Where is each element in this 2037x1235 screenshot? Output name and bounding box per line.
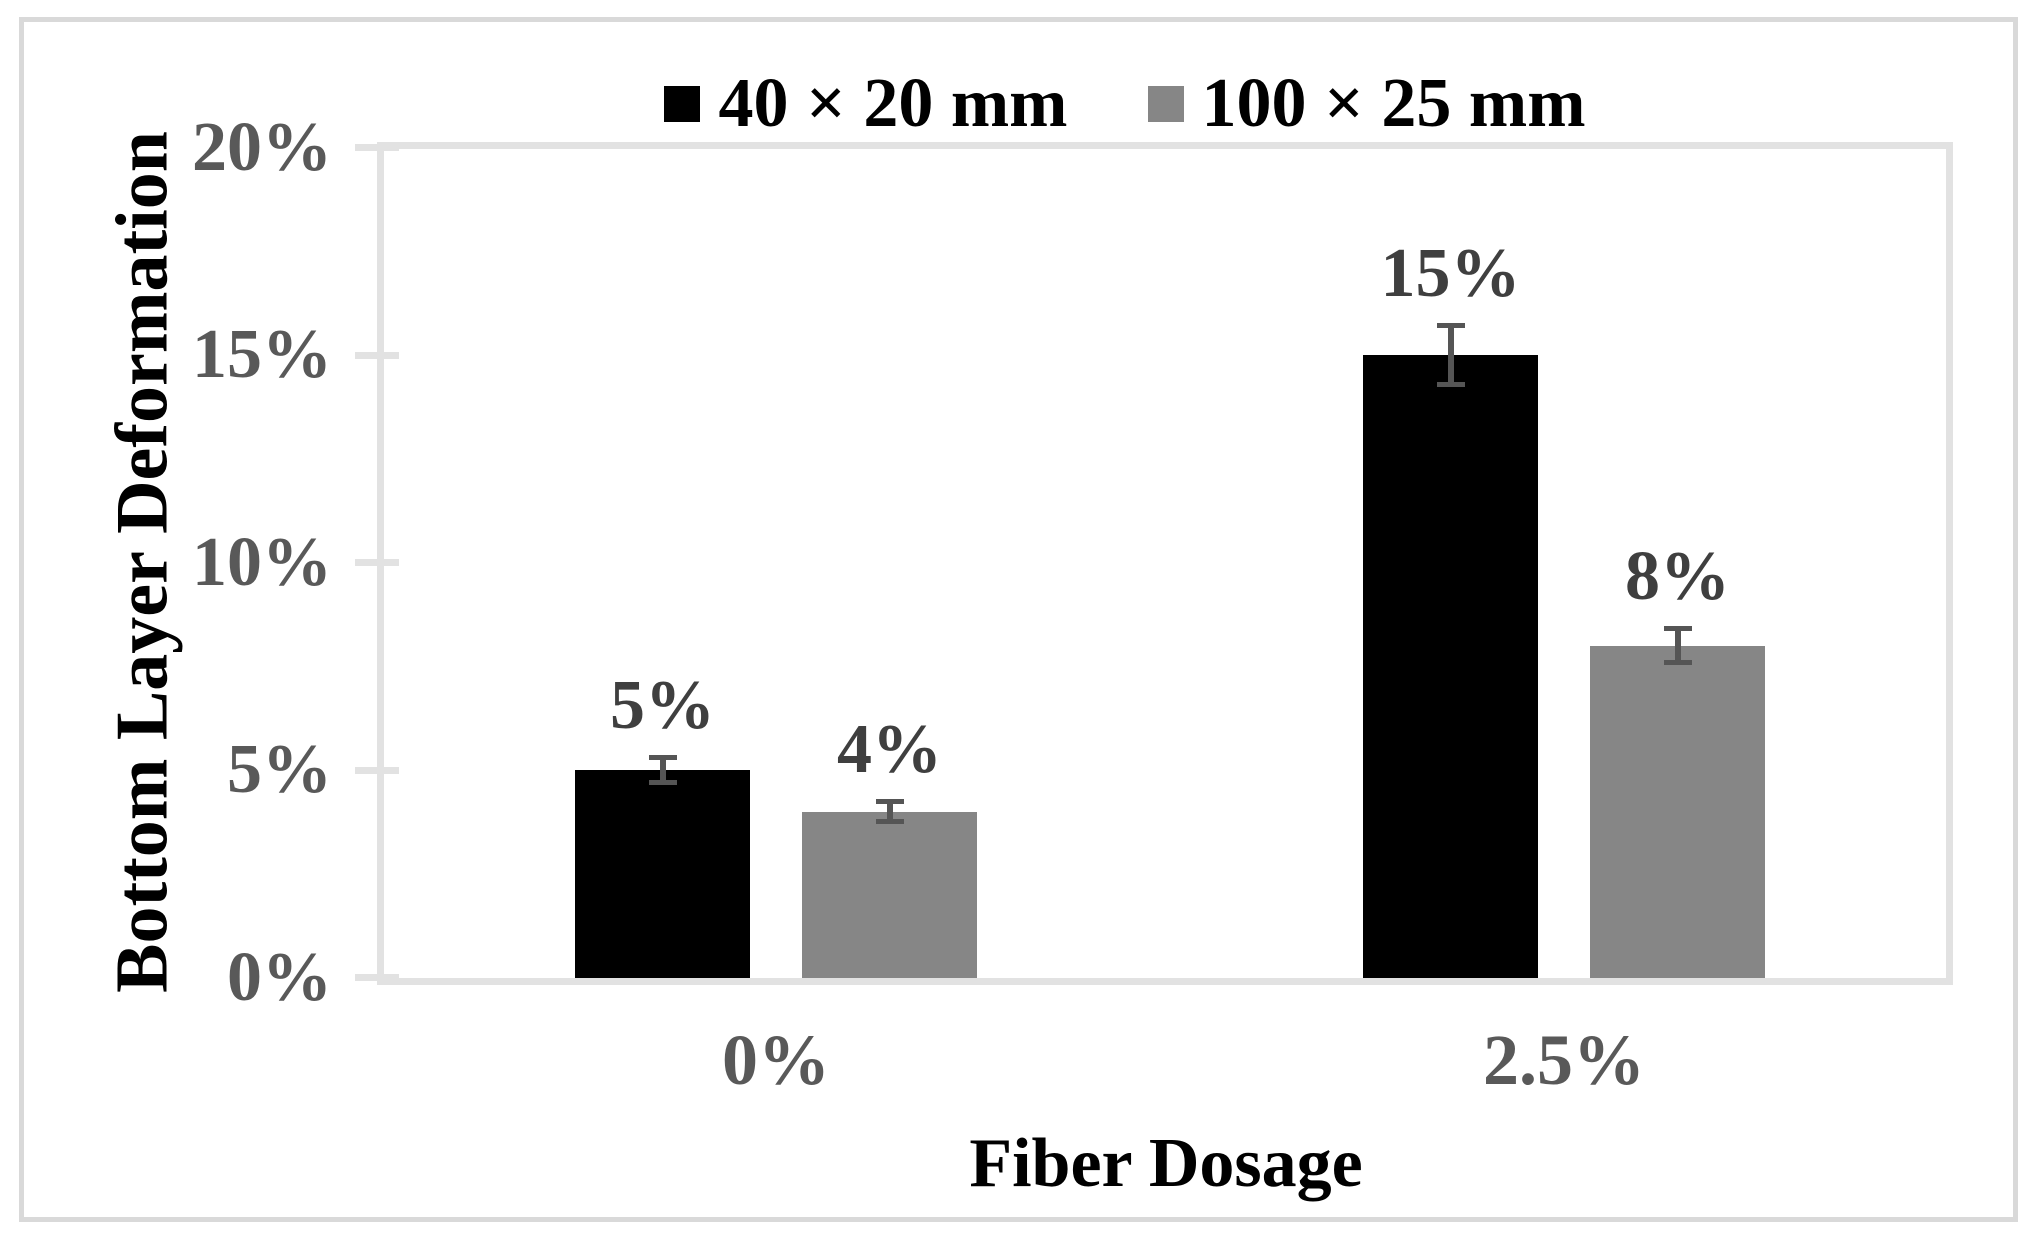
- y-tick-10: [355, 559, 399, 566]
- data-label-100x25mm-2-5: 8%: [1625, 538, 1730, 616]
- legend-label-40x20mm: 40 × 20 mm: [718, 65, 1068, 142]
- bar-40x20mm-2-5: [1363, 355, 1538, 978]
- data-label-100x25mm-0: 4%: [837, 710, 942, 788]
- bar-40x20mm-0: [575, 770, 750, 978]
- x-tick-label-0: 0%: [722, 1020, 830, 1100]
- chart-border: [19, 17, 2018, 1222]
- y-tick-0: [355, 974, 399, 981]
- error-bar-40x20mm-2-5: [1436, 323, 1465, 387]
- error-bar-100x25mm-2-5: [1663, 626, 1692, 665]
- y-tick-label-15: 15%: [192, 316, 332, 393]
- y-tick-label-0: 0%: [227, 938, 332, 1016]
- error-bar-100x25mm-0: [875, 798, 904, 825]
- legend-item-100x25mm: 100 × 25 mm: [1147, 65, 1586, 142]
- bar-100x25mm-0: [802, 811, 977, 978]
- y-tick-label-5: 5%: [227, 731, 332, 808]
- x-axis-title: Fiber Dosage: [969, 1125, 1363, 1202]
- legend-item-40x20mm: 40 × 20 mm: [664, 65, 1068, 142]
- x-tick-label-2-5: 2.5%: [1483, 1020, 1645, 1100]
- data-label-40x20mm-0: 5%: [610, 667, 715, 745]
- data-label-40x20mm-2-5: 15%: [1380, 235, 1521, 313]
- bar-100x25mm-2-5: [1590, 645, 1765, 978]
- err-stem: [659, 755, 666, 785]
- error-bar-40x20mm-0: [648, 755, 677, 785]
- legend: 40 × 20 mm 100 × 25 mm: [337, 68, 1913, 140]
- y-tick-15: [355, 351, 399, 359]
- y-tick-20: [355, 144, 399, 151]
- y-tick-5: [355, 766, 399, 774]
- legend-swatch-100x25mm: [1147, 86, 1184, 122]
- y-tick-label-10: 10%: [192, 523, 332, 601]
- err-stem: [886, 798, 893, 825]
- err-stem: [1447, 323, 1454, 387]
- legend-swatch-40x20mm: [664, 86, 701, 122]
- err-stem: [1674, 626, 1681, 665]
- y-tick-label-20: 20%: [192, 108, 332, 186]
- legend-label-100x25mm: 100 × 25 mm: [1201, 65, 1586, 142]
